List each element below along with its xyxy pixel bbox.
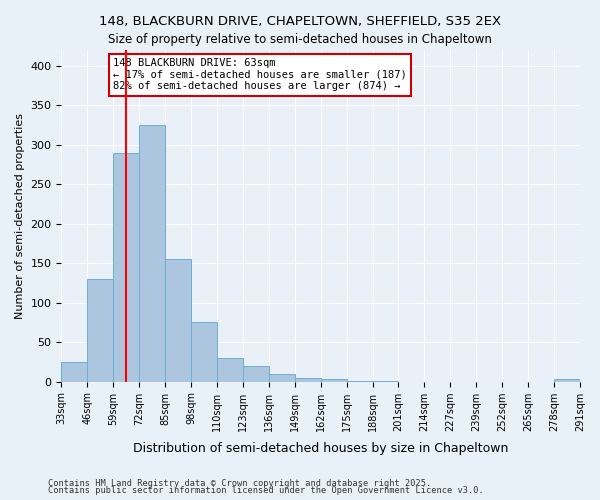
Bar <box>191 322 217 382</box>
Text: Contains public sector information licensed under the Open Government Licence v3: Contains public sector information licen… <box>48 486 484 495</box>
Bar <box>243 366 269 382</box>
Text: 148, BLACKBURN DRIVE, CHAPELTOWN, SHEFFIELD, S35 2EX: 148, BLACKBURN DRIVE, CHAPELTOWN, SHEFFI… <box>99 15 501 28</box>
Bar <box>373 381 398 382</box>
Bar <box>139 125 165 382</box>
Bar <box>88 279 113 382</box>
Bar <box>217 358 243 382</box>
Text: Contains HM Land Registry data © Crown copyright and database right 2025.: Contains HM Land Registry data © Crown c… <box>48 478 431 488</box>
Bar <box>321 380 347 382</box>
X-axis label: Distribution of semi-detached houses by size in Chapeltown: Distribution of semi-detached houses by … <box>133 442 508 455</box>
Bar <box>61 362 88 382</box>
Bar <box>347 381 373 382</box>
Bar <box>113 152 139 382</box>
Bar <box>269 374 295 382</box>
Bar <box>165 260 191 382</box>
Bar <box>295 378 321 382</box>
Y-axis label: Number of semi-detached properties: Number of semi-detached properties <box>15 113 25 319</box>
Bar <box>554 380 580 382</box>
Text: Size of property relative to semi-detached houses in Chapeltown: Size of property relative to semi-detach… <box>108 32 492 46</box>
Text: 148 BLACKBURN DRIVE: 63sqm
← 17% of semi-detached houses are smaller (187)
82% o: 148 BLACKBURN DRIVE: 63sqm ← 17% of semi… <box>113 58 407 92</box>
